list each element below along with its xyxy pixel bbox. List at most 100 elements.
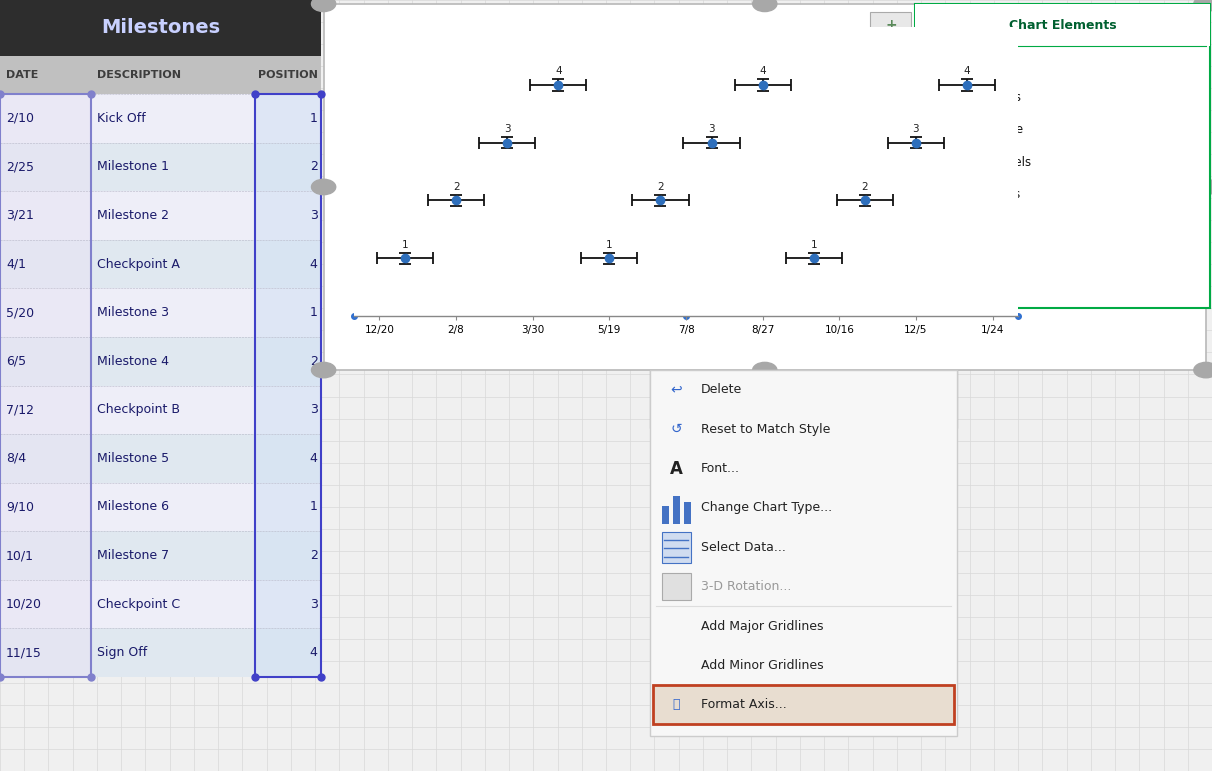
Bar [255, 531, 321, 580]
Text: Delete: Delete [701, 383, 742, 396]
Circle shape [311, 362, 336, 378]
Text: Select Data...: Select Data... [701, 540, 785, 554]
Bar [0, 483, 91, 531]
Text: 2: 2 [657, 182, 664, 192]
Bar [0, 434, 321, 483]
Text: DESCRIPTION: DESCRIPTION [97, 70, 181, 79]
Bar [0, 56, 321, 94]
Bar [255, 434, 321, 483]
Text: Chart Title: Chart Title [961, 123, 1023, 136]
Text: 4/1: 4/1 [6, 258, 27, 271]
Text: /: / [888, 48, 893, 62]
Text: 3/21: 3/21 [6, 209, 34, 222]
Bar [650, 370, 957, 736]
Text: Chart Elements: Chart Elements [1008, 19, 1116, 32]
Text: 4: 4 [555, 66, 561, 76]
Text: POSITION: POSITION [258, 70, 318, 79]
Bar [671, 390, 701, 419]
Bar [0, 580, 91, 628]
Text: Checkpoint A: Checkpoint A [97, 258, 179, 271]
Circle shape [1194, 0, 1212, 12]
Text: Milestone 5: Milestone 5 [97, 452, 170, 465]
Bar [738, 416, 767, 423]
Bar [0, 143, 91, 191]
Text: 4: 4 [310, 452, 318, 465]
Text: Axes: Axes [961, 59, 989, 71]
Bar [255, 628, 321, 677]
Text: 🖌: 🖌 [673, 699, 680, 712]
Text: A: A [670, 460, 682, 477]
Bar [255, 288, 321, 337]
Text: Milestone 3: Milestone 3 [97, 306, 168, 319]
Bar [255, 143, 321, 191]
Bar [0, 0, 321, 56]
Text: 🪣: 🪣 [682, 396, 690, 409]
Text: Add Minor Gridlines: Add Minor Gridlines [701, 659, 823, 672]
Bar [926, 285, 948, 299]
Bar [0, 580, 321, 628]
Text: Error Bars: Error Bars [961, 188, 1021, 201]
Text: ✓: ✓ [932, 157, 942, 167]
Bar [0, 240, 91, 288]
Bar [653, 685, 954, 725]
Text: Milestones: Milestones [101, 19, 221, 37]
Circle shape [1194, 179, 1212, 195]
Text: 3: 3 [310, 403, 318, 416]
Bar [789, 382, 954, 416]
Text: 11/15: 11/15 [6, 646, 42, 659]
Bar [0, 94, 91, 143]
Text: Sign Off: Sign Off [97, 646, 147, 659]
Bar [255, 94, 321, 143]
Bar [926, 253, 948, 267]
Text: 5/20: 5/20 [6, 306, 34, 319]
Text: 10/1: 10/1 [6, 549, 34, 562]
Text: 3: 3 [913, 124, 919, 134]
Circle shape [1194, 362, 1212, 378]
Text: 4: 4 [964, 66, 971, 76]
Bar [870, 12, 911, 38]
Circle shape [311, 0, 336, 12]
Text: 3-D Rotation...: 3-D Rotation... [701, 580, 791, 593]
Bar [324, 4, 1206, 370]
Bar [673, 496, 680, 524]
Text: Gridlines: Gridlines [961, 221, 1013, 234]
Text: ∨: ∨ [699, 389, 707, 398]
Text: Fill: Fill [680, 413, 692, 422]
Bar [255, 191, 321, 240]
Bar [870, 42, 911, 68]
Text: ✓: ✓ [932, 60, 942, 70]
Text: ✏️: ✏️ [748, 396, 758, 409]
Text: Milestone 1: Milestone 1 [97, 160, 168, 173]
Text: 9/10: 9/10 [6, 500, 34, 513]
Bar [0, 628, 91, 677]
Text: Reset to Match Style: Reset to Match Style [701, 423, 830, 436]
Bar [255, 483, 321, 531]
Bar [671, 416, 701, 423]
Bar [255, 337, 321, 386]
Text: Font...: Font... [701, 462, 739, 475]
Bar [0, 288, 321, 337]
Text: Milestone 7: Milestone 7 [97, 549, 170, 562]
Bar [255, 386, 321, 434]
Text: 1: 1 [310, 112, 318, 125]
Bar [926, 155, 948, 169]
Bar [0, 191, 91, 240]
Text: ∨: ∨ [766, 389, 773, 398]
Text: 2: 2 [862, 182, 868, 192]
Circle shape [753, 362, 777, 378]
Bar [0, 143, 321, 191]
Bar [0, 531, 321, 580]
Text: Milestone 6: Milestone 6 [97, 500, 168, 513]
Text: 1: 1 [811, 240, 817, 250]
Text: 1: 1 [310, 306, 318, 319]
Text: 1: 1 [606, 240, 613, 250]
Text: 3: 3 [504, 124, 510, 134]
Bar [0, 386, 321, 434]
Bar [662, 531, 691, 563]
Text: ✓: ✓ [932, 190, 942, 200]
Text: Kick Off: Kick Off [97, 112, 145, 125]
Text: 7/12: 7/12 [6, 403, 34, 416]
Text: Format Axis...: Format Axis... [701, 699, 787, 712]
Text: 10/20: 10/20 [6, 598, 42, 611]
Bar [870, 72, 911, 98]
